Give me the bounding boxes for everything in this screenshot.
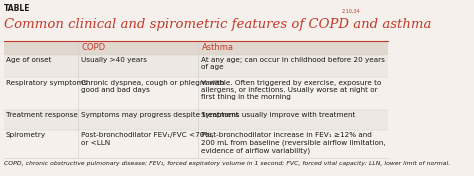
- Text: Symptoms may progress despite treatment: Symptoms may progress despite treatment: [81, 112, 238, 118]
- Text: Post-bronchodilator increase in FEV₁ ≥12% and
200 mL from baseline (reversible a: Post-bronchodilator increase in FEV₁ ≥12…: [201, 132, 386, 154]
- Text: Respiratory symptoms: Respiratory symptoms: [6, 80, 87, 86]
- Text: COPD, chronic obstructive pulmonary disease; FEV₁, forced expiratory volume in 1: COPD, chronic obstructive pulmonary dise…: [4, 161, 450, 165]
- Bar: [4, 130, 388, 158]
- Text: Usually >40 years: Usually >40 years: [81, 57, 146, 63]
- Text: TABLE: TABLE: [4, 4, 30, 12]
- Text: Post-bronchodilator FEV₁/FVC <70%,
or <LLN: Post-bronchodilator FEV₁/FVC <70%, or <L…: [81, 132, 213, 146]
- Text: Asthma: Asthma: [202, 43, 234, 52]
- Text: Variable. Often triggered by exercise, exposure to
allergens, or infections. Usu: Variable. Often triggered by exercise, e…: [201, 80, 382, 100]
- Text: 2,10,34: 2,10,34: [341, 9, 360, 14]
- Text: Chronic dyspnea, cough or phlegm with
good and bad days: Chronic dyspnea, cough or phlegm with go…: [81, 80, 224, 93]
- Text: Spirometry: Spirometry: [6, 132, 46, 138]
- Text: Age of onset: Age of onset: [6, 57, 51, 63]
- Bar: [4, 110, 388, 130]
- Text: COPD: COPD: [82, 43, 106, 52]
- Text: Treatment response: Treatment response: [6, 112, 78, 118]
- Text: Symptoms usually improve with treatment: Symptoms usually improve with treatment: [201, 112, 356, 118]
- Text: Common clinical and spirometric features of COPD and asthma: Common clinical and spirometric features…: [4, 18, 431, 32]
- Bar: [4, 55, 388, 77]
- Bar: [4, 41, 388, 55]
- Bar: [4, 77, 388, 110]
- Text: At any age; can occur in childhood before 20 years
of age: At any age; can occur in childhood befor…: [201, 57, 385, 70]
